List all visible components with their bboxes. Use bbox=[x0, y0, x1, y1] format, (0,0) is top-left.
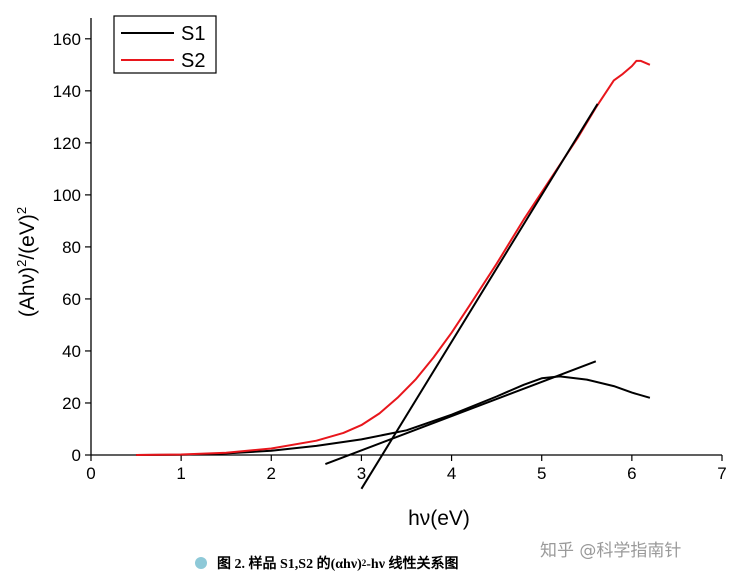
y-axis-title-mid: /(eV) bbox=[16, 214, 39, 260]
legend-label-s1: S1 bbox=[181, 23, 205, 45]
caption-text-before: 样品 S1,S2 的(αhν) bbox=[248, 557, 362, 572]
legend-box bbox=[113, 15, 217, 74]
x-axis-title: hν(eV) bbox=[408, 507, 470, 530]
caption-bullet-icon bbox=[195, 557, 207, 569]
y-tick-label: 140 bbox=[53, 82, 81, 101]
y-axis-title: (Ahν)2/(eV)2 bbox=[14, 207, 39, 317]
series-line-s2 bbox=[136, 59, 651, 456]
x-tick-label: 7 bbox=[717, 464, 726, 483]
tangent-line-2 bbox=[360, 103, 599, 490]
y-tick-label: 20 bbox=[62, 394, 81, 413]
y-tick-label: 160 bbox=[53, 30, 81, 49]
tangent-line-1 bbox=[325, 360, 597, 466]
labels-group: hν(eV) (Ahν)2/(eV)2 bbox=[14, 207, 470, 530]
y-tick-label: 100 bbox=[53, 186, 81, 205]
y-tick-label: 120 bbox=[53, 134, 81, 153]
axes-group: 0 1 2 3 4 5 6 7 0 20 40 60 80 100 120 140 160 bbox=[53, 18, 727, 483]
x-tick-label: 2 bbox=[267, 464, 276, 483]
y-tick-label: 60 bbox=[62, 290, 81, 309]
x-tick-label: 6 bbox=[627, 464, 636, 483]
x-tick-label: 0 bbox=[86, 464, 95, 483]
y-axis-title-sup2: 2 bbox=[14, 207, 29, 214]
series-line-s1 bbox=[136, 375, 651, 456]
y-tick-label: 0 bbox=[72, 446, 81, 465]
y-tick-label: 80 bbox=[62, 238, 81, 257]
caption-superscript: 2 bbox=[361, 558, 367, 568]
watermark: 知乎 @科学指南针 bbox=[540, 541, 682, 561]
caption-text-after: -hν 线性关系图 bbox=[366, 557, 459, 572]
x-tick-label: 3 bbox=[357, 464, 366, 483]
legend: S1 S2 bbox=[113, 15, 217, 74]
tangent-lines-group bbox=[325, 103, 599, 490]
series-group bbox=[136, 59, 651, 456]
x-tick-label: 4 bbox=[447, 464, 456, 483]
caption-figure-label: 图 2. bbox=[217, 557, 245, 572]
y-axis-title-sup1: 2 bbox=[14, 260, 29, 267]
y-tick-label: 40 bbox=[62, 342, 81, 361]
y-axis-title-base: (Ahν) bbox=[16, 267, 39, 317]
figure-caption: 图 2. 样品 S1,S2 的(αhν) 2 -hν 线性关系图 bbox=[195, 552, 458, 574]
x-tick-label: 5 bbox=[537, 464, 546, 483]
x-tick-label: 1 bbox=[176, 464, 185, 483]
legend-label-s2: S2 bbox=[181, 50, 205, 72]
